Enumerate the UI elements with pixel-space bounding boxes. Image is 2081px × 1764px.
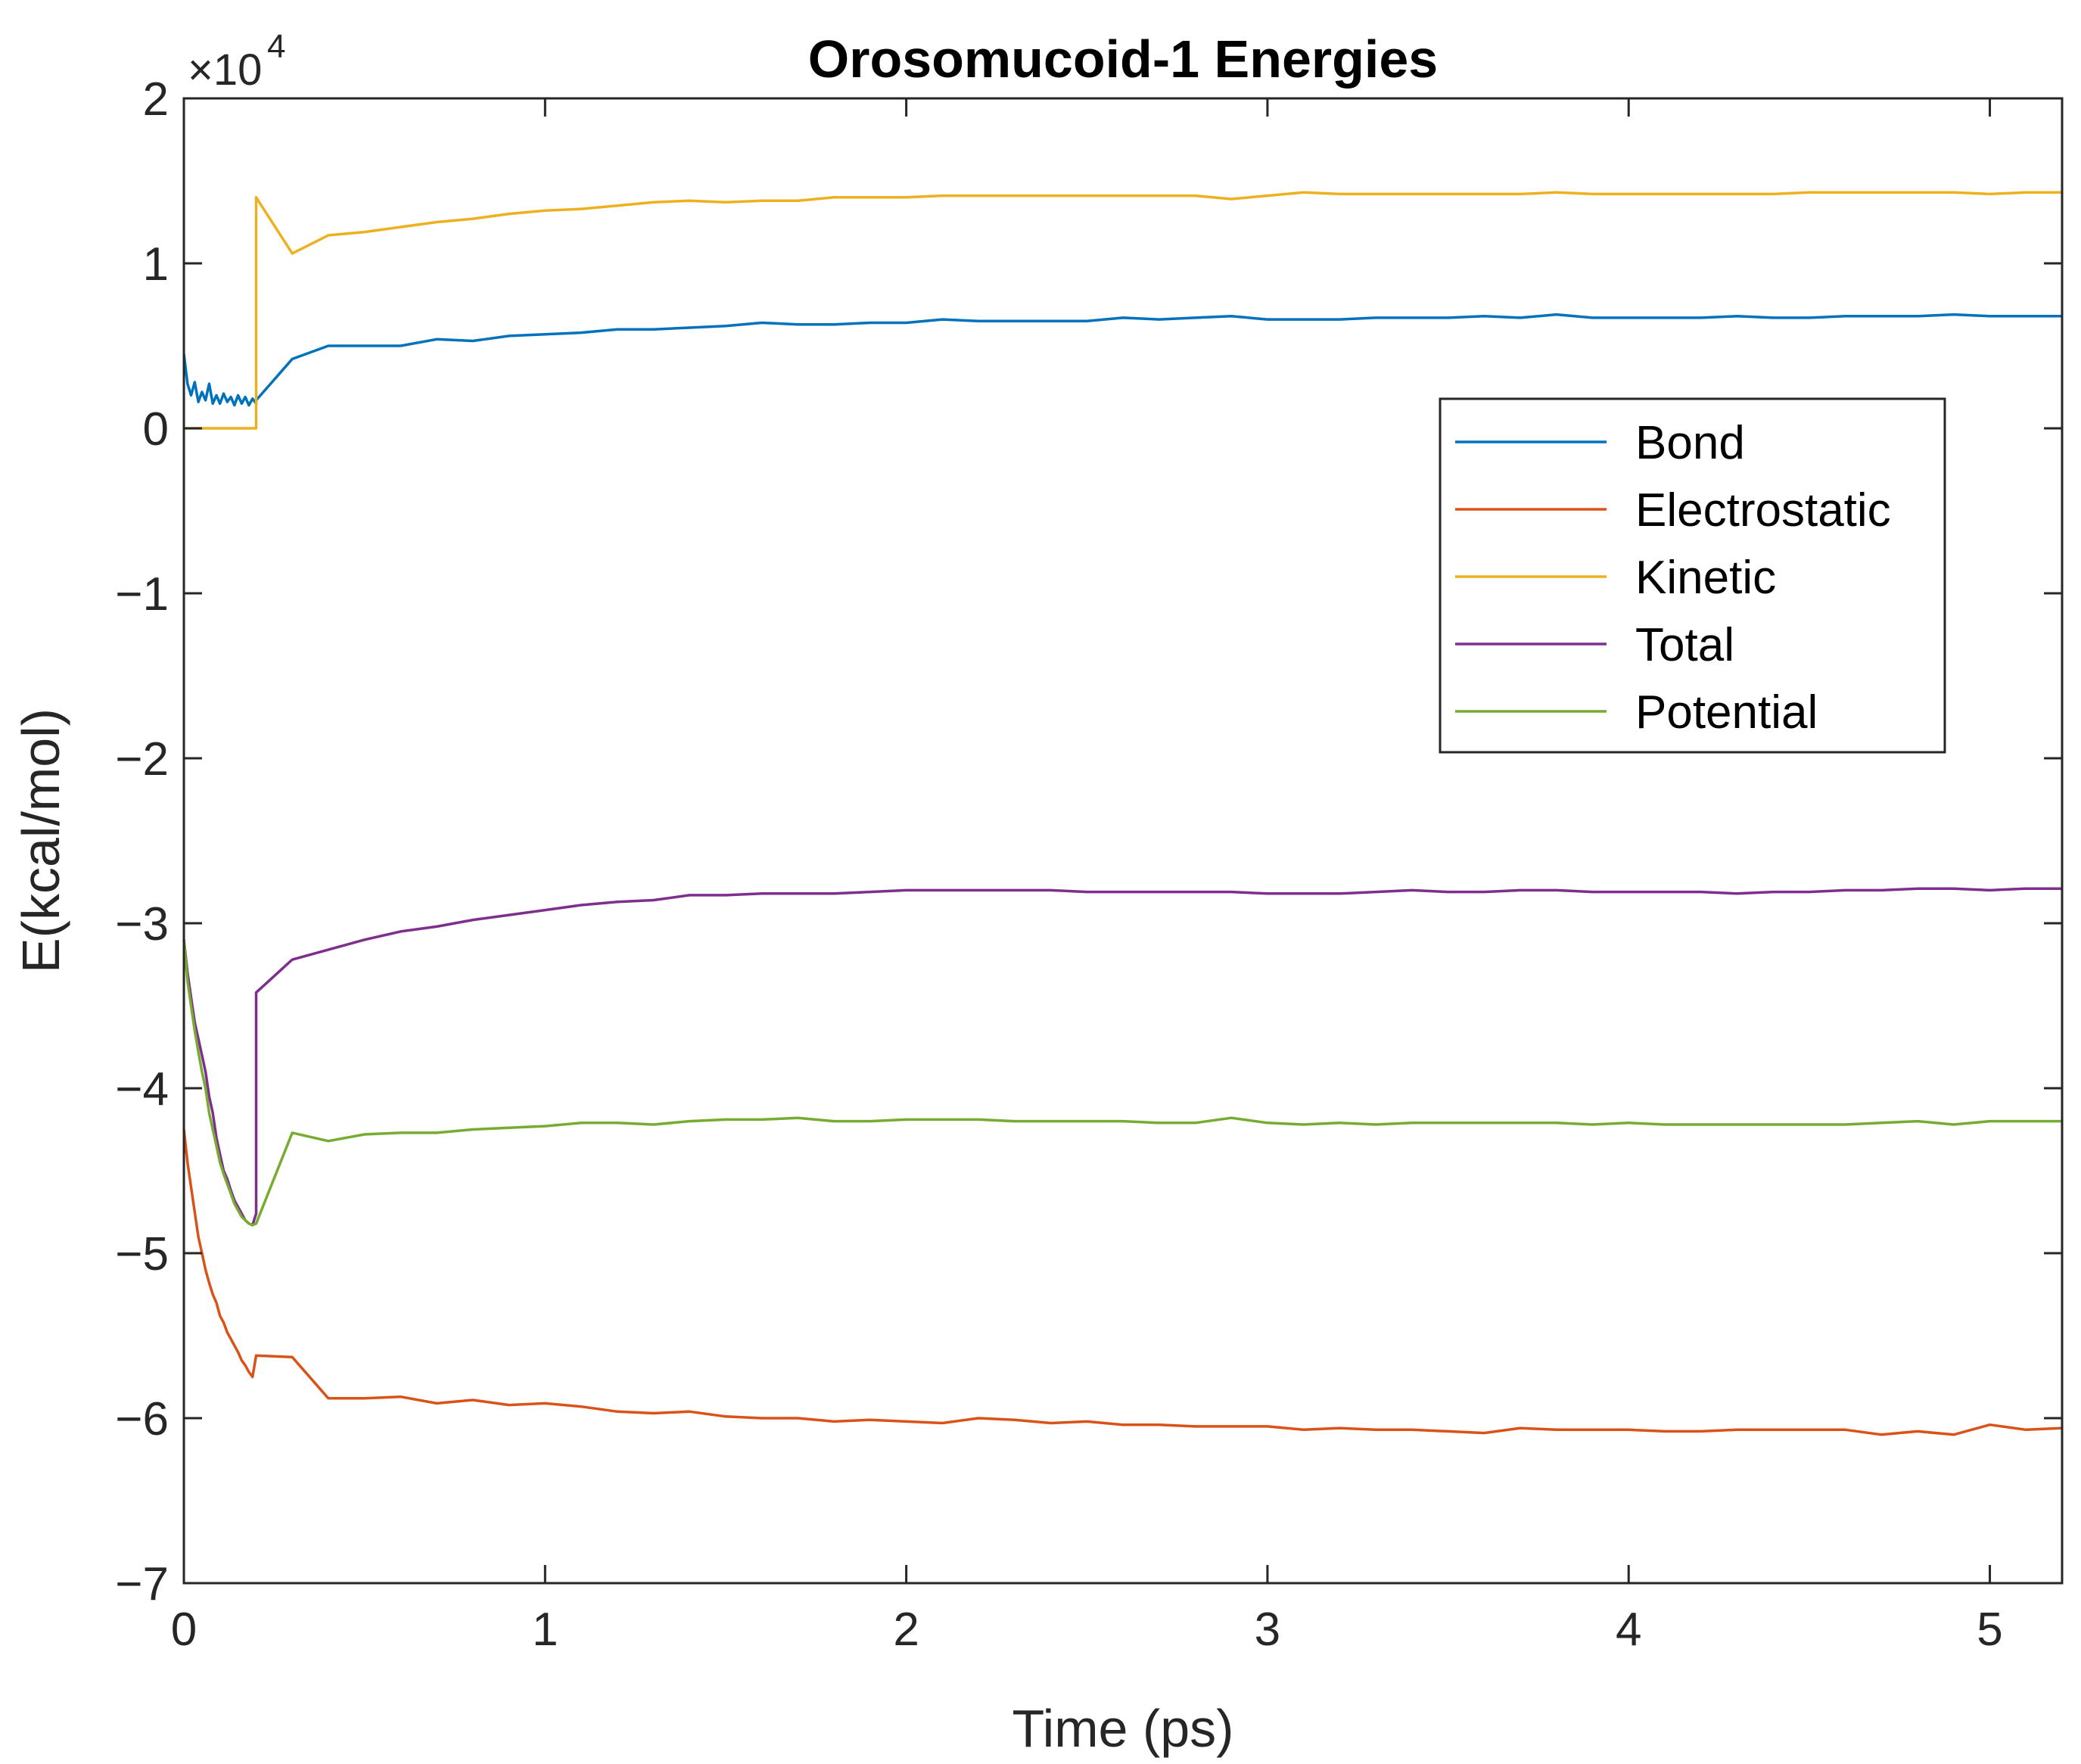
series-line-total: [182, 887, 2062, 1227]
y-axis-title: E(kcal/mol): [11, 708, 70, 973]
y-axis: −7 −6 −5 −4 −3 −2 −1 0 1 2: [115, 73, 2062, 1610]
x-axis-title: Time (ps): [1013, 1699, 1234, 1758]
plot-area: [184, 98, 2062, 1583]
y-tick-label: −2: [115, 733, 169, 786]
y-tick-label: −1: [115, 568, 169, 621]
series-line-bond: [182, 313, 2062, 407]
legend-label-electrostatic: Electrostatic: [1635, 484, 1891, 537]
y-tick-label: −5: [115, 1228, 169, 1280]
series-line-potential: [182, 939, 2062, 1227]
series-line-kinetic: [184, 191, 2062, 430]
x-axis: 0 1 2 3 4 5: [171, 98, 2003, 1656]
y-tick-label: 0: [143, 403, 169, 456]
legend: Bond Electrostatic Kinetic Total Potential: [1439, 397, 1946, 754]
x-tick-label: 3: [1255, 1604, 1280, 1656]
y-tick-label: −3: [115, 898, 169, 950]
x-tick-label: 5: [1977, 1604, 2002, 1656]
y-tick-label: −7: [115, 1558, 169, 1610]
legend-label-total: Total: [1635, 619, 1734, 671]
series-group: [182, 191, 2063, 1436]
x-tick-label: 2: [893, 1604, 919, 1656]
y-scale-multiplier: ×10 4: [188, 28, 285, 95]
x-tick-label: 4: [1616, 1604, 1641, 1656]
y-tick-label: 2: [143, 73, 169, 126]
legend-label-bond: Bond: [1635, 417, 1745, 469]
y-tick-label: −4: [115, 1063, 169, 1115]
x-tick-label: 1: [532, 1604, 558, 1656]
y-tick-label: −6: [115, 1393, 169, 1445]
legend-label-potential: Potential: [1635, 686, 1818, 739]
chart-title: Orosomucoid-1 Energies: [808, 30, 1438, 89]
y-tick-label: 1: [143, 238, 169, 291]
x-tick-label: 0: [171, 1604, 197, 1656]
series-line-electrostatic: [182, 1129, 2063, 1436]
y-scale-exponent: 4: [267, 28, 285, 65]
plot-frame: [182, 97, 2064, 1585]
legend-label-kinetic: Kinetic: [1635, 552, 1776, 604]
y-scale-base: ×10: [188, 45, 262, 95]
